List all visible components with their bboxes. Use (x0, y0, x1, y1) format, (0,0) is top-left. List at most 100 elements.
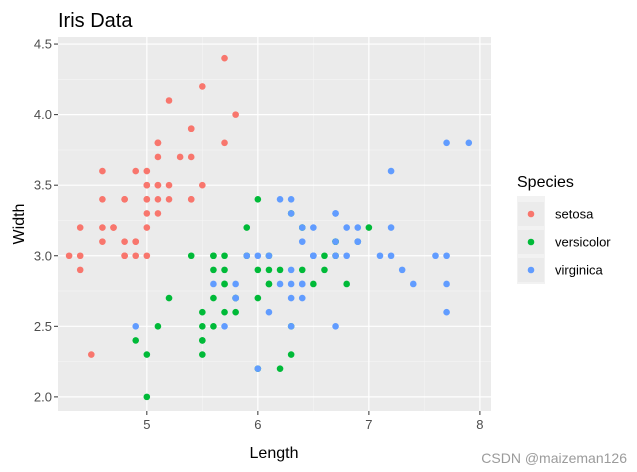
point-virginica (232, 294, 239, 302)
point-setosa (121, 196, 128, 203)
point-versicolor (199, 337, 206, 344)
point-virginica (387, 167, 395, 175)
x-tick-label: 8 (476, 417, 483, 432)
point-virginica (298, 224, 306, 231)
point-setosa (143, 181, 151, 189)
point-setosa (99, 196, 106, 203)
y-tick-label: 2.0 (34, 389, 52, 404)
point-versicolor (287, 351, 295, 358)
point-versicolor (343, 280, 350, 288)
point-versicolor (165, 294, 173, 302)
point-setosa (65, 252, 73, 260)
point-setosa (132, 167, 140, 175)
point-virginica (287, 323, 295, 330)
point-virginica (287, 280, 295, 288)
point-versicolor (143, 393, 151, 401)
point-virginica (221, 323, 228, 330)
point-setosa (121, 252, 128, 260)
point-virginica (287, 196, 295, 203)
point-versicolor (210, 252, 217, 260)
x-tick-label: 7 (365, 417, 372, 432)
point-virginica (310, 224, 317, 231)
point-virginica (354, 224, 362, 231)
point-virginica (276, 196, 284, 203)
point-virginica (332, 252, 339, 260)
point-virginica (409, 280, 417, 288)
point-versicolor (210, 266, 217, 274)
point-versicolor (221, 308, 228, 316)
x-axis-ticks: 5 6 7 8 (143, 411, 484, 432)
point-setosa (165, 97, 173, 104)
point-virginica (243, 252, 251, 260)
point-versicolor (132, 337, 140, 344)
legend-label-versicolor: versicolor (555, 235, 611, 250)
point-virginica (443, 308, 450, 316)
point-virginica (432, 252, 439, 260)
point-virginica (287, 210, 295, 217)
point-virginica (276, 280, 284, 288)
point-setosa (76, 252, 84, 260)
chart-title: Iris Data (58, 10, 133, 32)
point-setosa (165, 196, 173, 203)
point-setosa (199, 181, 206, 189)
point-versicolor (254, 196, 262, 203)
y-tick-label: 3.0 (34, 248, 52, 263)
point-setosa (143, 167, 151, 175)
legend: Species setosa versicolor virginica (517, 174, 611, 284)
point-setosa (187, 196, 195, 203)
point-virginica (343, 224, 350, 231)
y-axis-label: Width (11, 204, 28, 245)
point-setosa (154, 210, 162, 217)
point-setosa (76, 266, 84, 274)
point-versicolor (210, 323, 217, 330)
point-virginica (443, 252, 450, 260)
point-versicolor (254, 266, 262, 274)
point-versicolor (276, 365, 284, 372)
point-virginica (298, 294, 306, 302)
point-setosa (132, 252, 140, 260)
point-versicolor (321, 252, 328, 260)
point-virginica (232, 280, 239, 288)
point-setosa (99, 167, 106, 175)
point-versicolor (221, 252, 228, 260)
point-versicolor (265, 280, 273, 288)
plot-panel (58, 37, 491, 411)
major-grid (58, 37, 491, 411)
point-setosa (165, 181, 173, 189)
point-setosa (154, 153, 162, 161)
point-virginica (376, 252, 384, 260)
legend-label-setosa: setosa (555, 207, 594, 222)
point-versicolor (310, 280, 317, 288)
point-virginica (332, 210, 339, 217)
point-setosa (76, 224, 84, 231)
point-setosa (232, 111, 239, 118)
point-virginica (443, 139, 450, 147)
x-tick-label: 6 (254, 417, 261, 432)
point-versicolor (199, 308, 206, 316)
y-tick-label: 3.5 (34, 178, 52, 193)
point-virginica (310, 252, 317, 260)
point-setosa (187, 125, 195, 133)
point-virginica (354, 238, 362, 245)
point-virginica (298, 238, 306, 245)
legend-key-setosa (527, 210, 535, 218)
point-virginica (287, 294, 295, 302)
legend-key-virginica (527, 266, 535, 274)
point-setosa (143, 224, 151, 231)
legend-label-virginica: virginica (555, 263, 603, 278)
point-virginica (265, 252, 273, 260)
point-setosa (121, 238, 128, 245)
point-versicolor (199, 351, 206, 358)
point-versicolor (210, 294, 217, 302)
point-virginica (443, 280, 450, 288)
point-versicolor (298, 266, 306, 274)
point-versicolor (321, 266, 328, 274)
point-versicolor (276, 266, 284, 274)
point-setosa (99, 224, 106, 231)
point-virginica (398, 266, 406, 274)
legend-title: Species (517, 174, 574, 191)
point-virginica (465, 139, 473, 147)
point-setosa (199, 83, 206, 90)
point-setosa (176, 153, 184, 161)
